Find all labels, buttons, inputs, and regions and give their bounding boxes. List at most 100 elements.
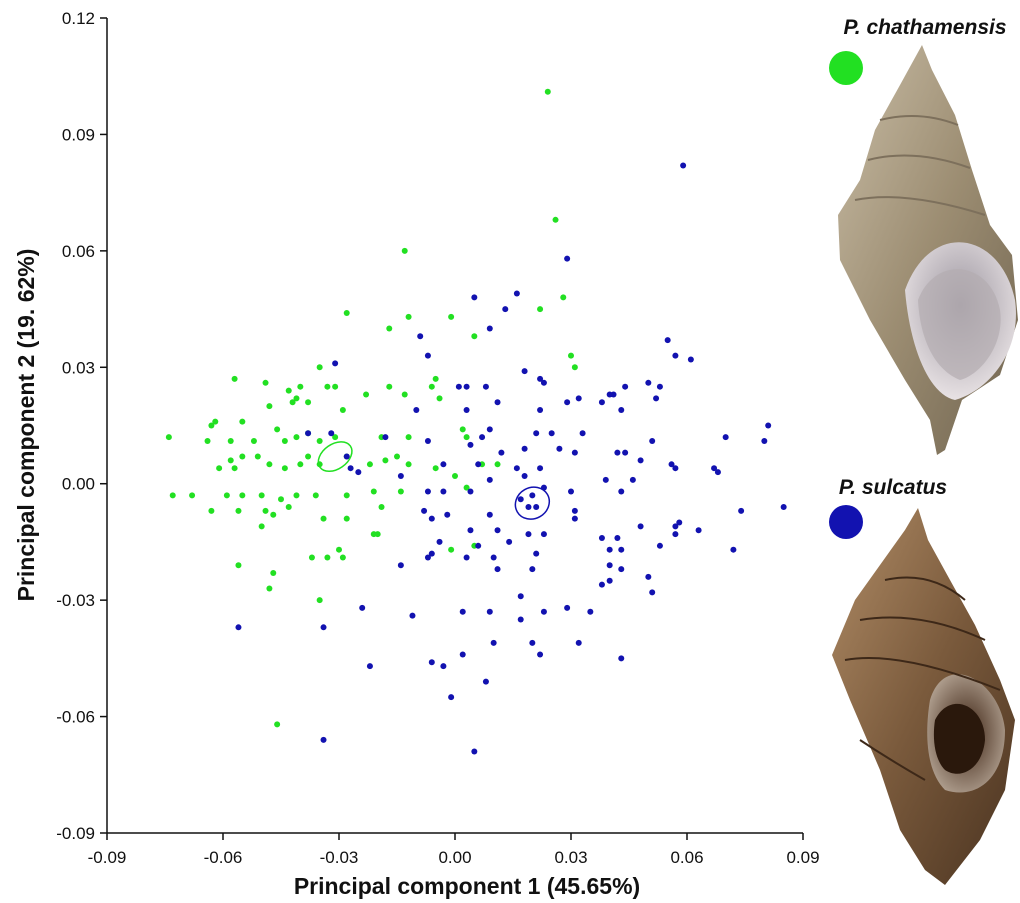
point [560,294,566,300]
point [189,492,195,498]
legend-marker [829,51,863,85]
point [603,477,609,483]
point [645,574,651,580]
point [471,294,477,300]
point [467,527,473,533]
point [460,609,466,615]
point [440,663,446,669]
point [336,547,342,553]
point [564,399,570,405]
point [680,162,686,168]
point [471,749,477,755]
point [564,256,570,262]
point [572,508,578,514]
point [344,310,350,316]
point [471,333,477,339]
point [529,492,535,498]
point [398,562,404,568]
point [487,325,493,331]
point [324,554,330,560]
point [255,454,261,460]
point [440,488,446,494]
point [359,605,365,611]
point [328,430,334,436]
point [723,434,729,440]
y-tick-label: 0.06 [62,242,95,261]
point [448,314,454,320]
point [379,504,385,510]
point [235,508,241,514]
point [321,737,327,743]
point [239,454,245,460]
point [382,434,388,440]
point [676,520,682,526]
point [495,527,501,533]
point [305,430,311,436]
point [266,403,272,409]
point [522,368,528,374]
point [607,562,613,568]
point [382,457,388,463]
point [425,353,431,359]
point [556,446,562,452]
point [518,617,524,623]
point [205,438,211,444]
point [274,426,280,432]
point [433,465,439,471]
point [696,527,702,533]
point [514,465,520,471]
point [553,217,559,223]
point [688,357,694,363]
point [363,391,369,397]
point [216,465,222,471]
point [487,609,493,615]
point [321,624,327,630]
point [761,438,767,444]
point [317,438,323,444]
point [371,488,377,494]
point [170,492,176,498]
point [305,399,311,405]
point [409,613,415,619]
point [487,426,493,432]
point [638,457,644,463]
point [398,488,404,494]
point [317,597,323,603]
point [607,547,613,553]
point [437,395,443,401]
point [672,531,678,537]
point [274,721,280,727]
point [429,516,435,522]
point [344,454,350,460]
point [611,391,617,397]
point [657,543,663,549]
point [514,291,520,297]
point [781,504,787,510]
legend-marker [829,505,863,539]
point [549,430,555,436]
point [618,547,624,553]
point [467,488,473,494]
y-tick-label: -0.06 [56,708,95,727]
point [475,461,481,467]
point [263,380,269,386]
point [672,353,678,359]
point [464,407,470,413]
x-tick-label: -0.09 [88,848,127,867]
point [502,306,508,312]
point [429,384,435,390]
point [537,465,543,471]
point [413,407,419,413]
point [657,384,663,390]
point [286,504,292,510]
point [533,430,539,436]
point [491,640,497,646]
point [572,450,578,456]
point [572,516,578,522]
point [448,547,454,553]
point [765,423,771,429]
point [618,566,624,572]
point [460,651,466,657]
point [425,488,431,494]
point [495,461,501,467]
